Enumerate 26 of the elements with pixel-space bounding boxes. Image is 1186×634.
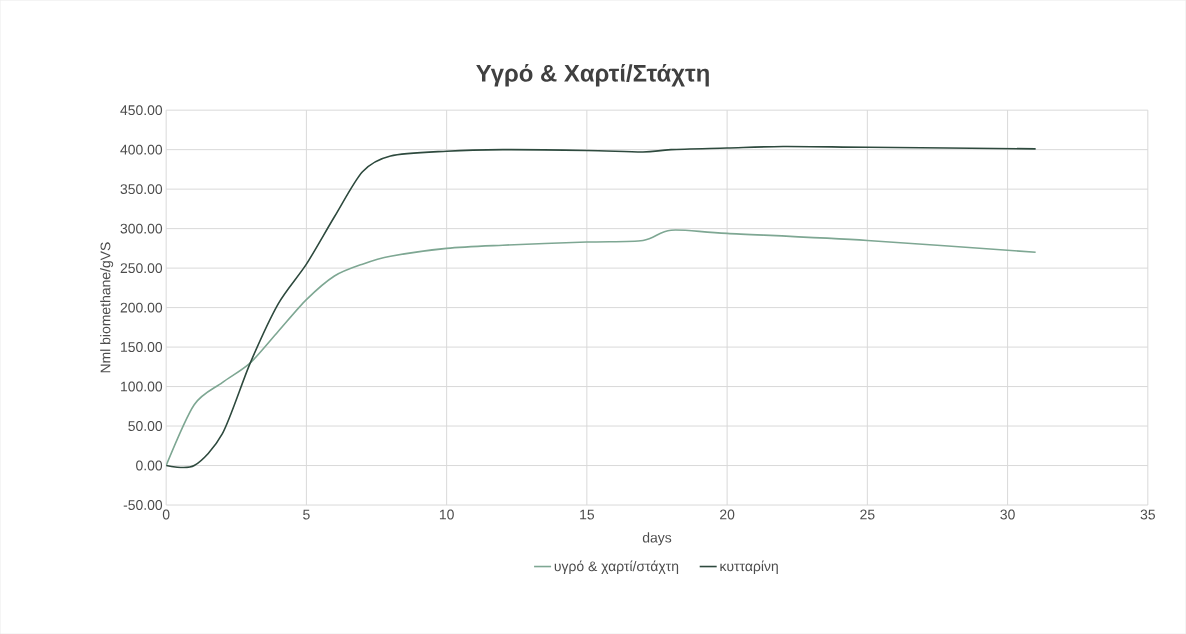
- y-tick-label: 50.00: [128, 421, 163, 431]
- x-tick-label: 15: [580, 509, 595, 520]
- y-tick-label: 300.00: [120, 223, 163, 234]
- y-tick-label: 100.00: [121, 381, 163, 392]
- y-tick-label: -50.00: [123, 499, 163, 510]
- x-tick-label: 35: [1140, 509, 1155, 520]
- line-series: [166, 145, 1037, 468]
- y-tick-label: 0.00: [136, 460, 163, 471]
- y-tick-label: 450.00: [120, 105, 163, 116]
- x-tick-label: 25: [860, 509, 875, 520]
- y-tick-label: 400.00: [120, 144, 163, 155]
- line-series: [166, 229, 1037, 467]
- x-tick-label: 0: [162, 509, 170, 520]
- y-tick-label: 350.00: [120, 184, 163, 194]
- x-tick-label: 10: [439, 509, 454, 520]
- x-tick-label: 20: [720, 509, 735, 520]
- x-tick-label: 5: [303, 509, 310, 520]
- legend-label: υγρό & χαρτί/στάχτη: [554, 560, 679, 574]
- y-axis-title: Nml biomethane/gVS: [100, 242, 114, 373]
- legend-label: κυτταρίνη: [720, 560, 778, 574]
- y-tick-label: 150.00: [121, 342, 163, 352]
- y-tick-label: 250.00: [120, 263, 163, 273]
- x-axis-title: days: [642, 532, 672, 546]
- x-tick-label: 30: [1000, 509, 1015, 520]
- chart-title: Υγρό & Χαρτί/Στάχτη: [476, 63, 709, 87]
- y-tick-label: 200.00: [120, 302, 163, 313]
